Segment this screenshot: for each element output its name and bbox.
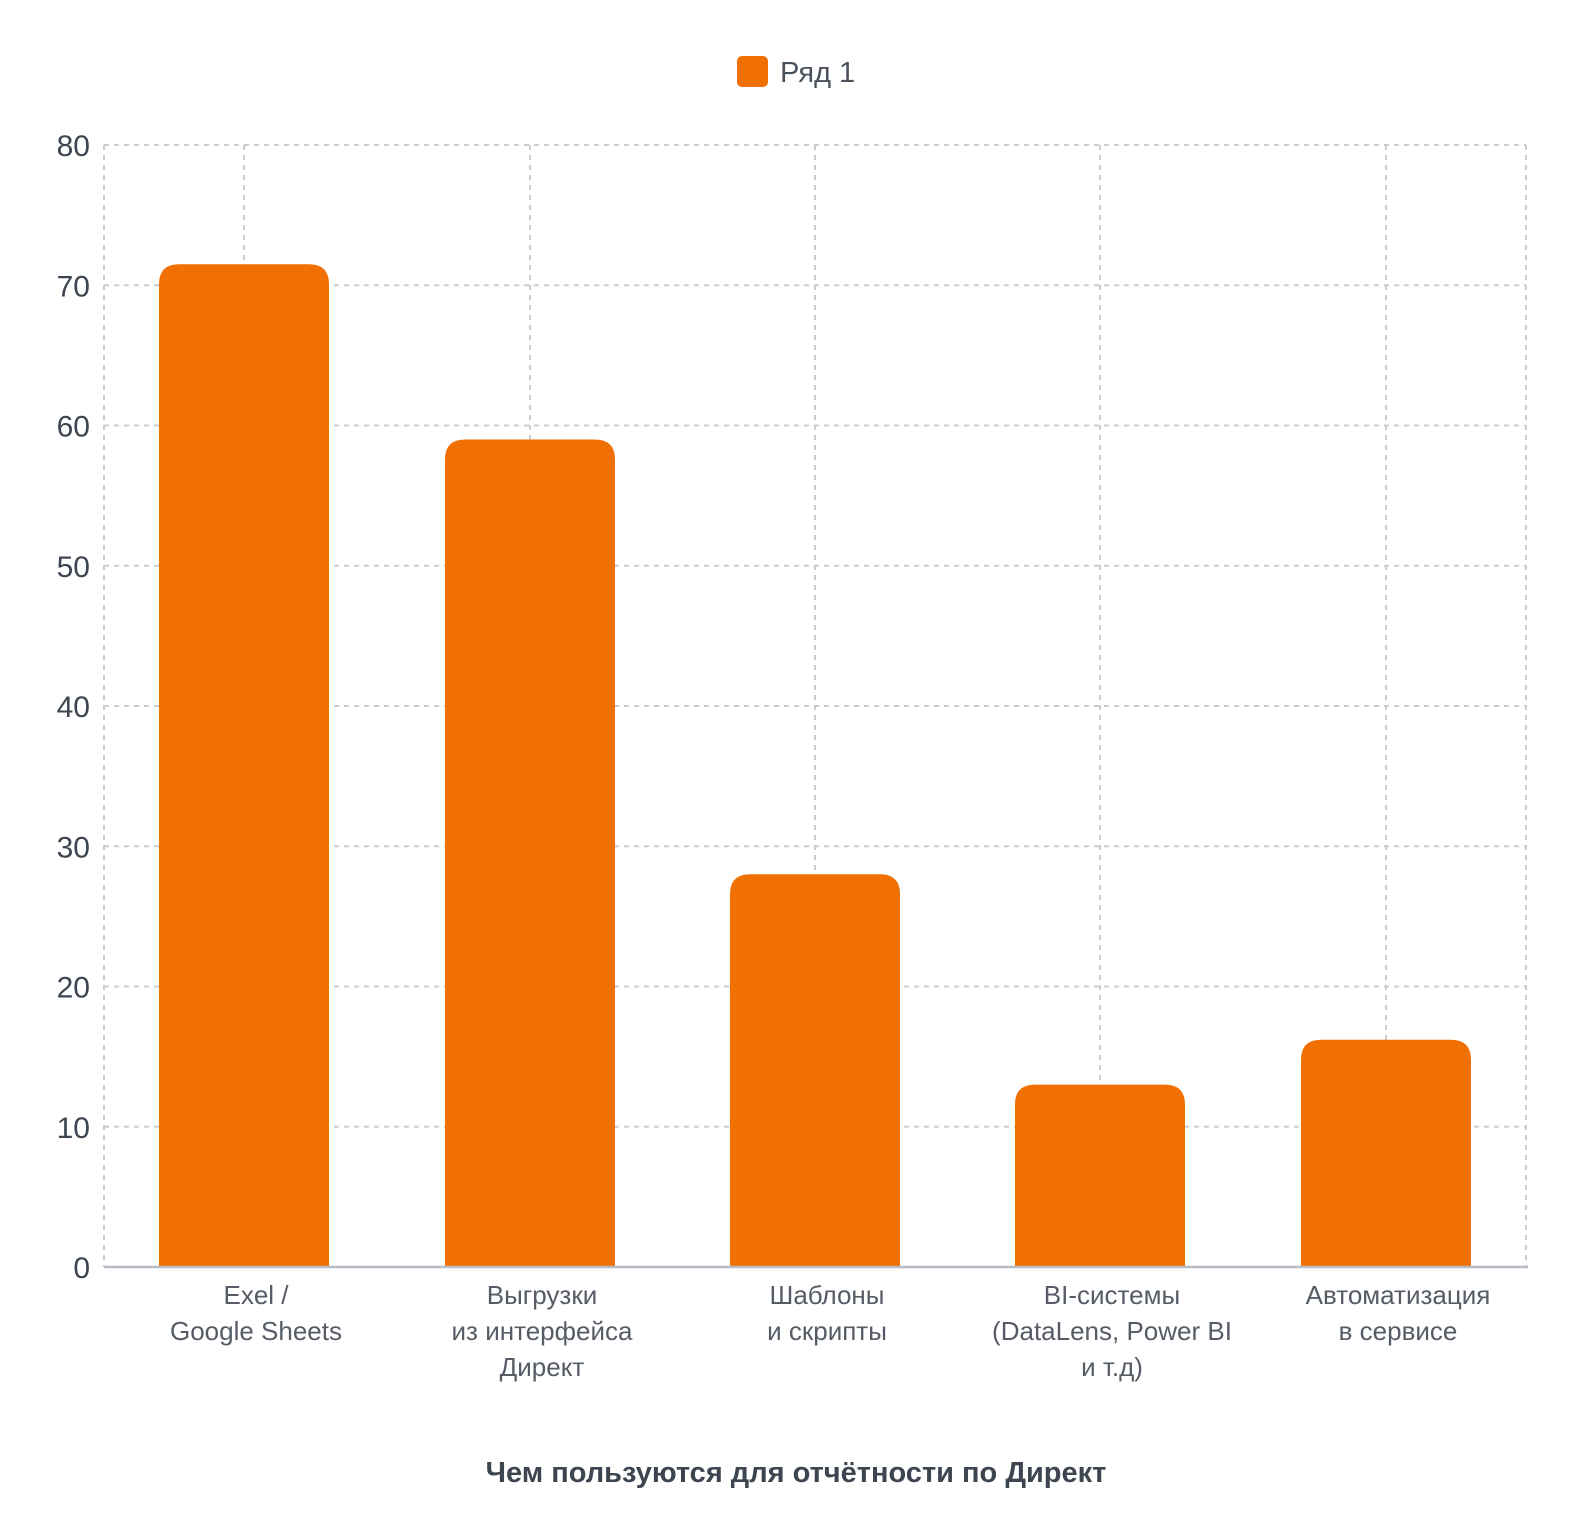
x-category-label: Выгрузки из интерфейса Директ: [452, 1280, 633, 1382]
x-category-label: Шаблоны и скрипты: [767, 1280, 887, 1346]
x-category-label-line: Google Sheets: [170, 1316, 342, 1346]
x-category-label-line: и т.д): [1081, 1352, 1143, 1382]
x-category-label-line: Exel /: [223, 1280, 289, 1310]
x-axis-title: Чем пользуются для отчётности по Директ: [486, 1457, 1107, 1489]
y-tick-label: 0: [73, 1252, 90, 1285]
bar: [159, 264, 329, 1267]
bar: [1015, 1084, 1185, 1267]
y-tick-label: 60: [57, 411, 90, 444]
y-tick-label: 70: [57, 270, 90, 303]
x-category-label-line: (DataLens, Power BI: [992, 1316, 1232, 1346]
bar: [445, 439, 615, 1267]
y-tick-label: 40: [57, 691, 90, 724]
x-axis-ticks: Exel / Google Sheets Выгрузки из интерфейса…: [170, 1280, 1490, 1382]
x-category-label-line: из интерфейса: [452, 1316, 633, 1346]
x-category-label-line: и скрипты: [767, 1316, 887, 1346]
y-axis-ticks: 0 10 20 30 40 50 60 70 80: [57, 130, 90, 1285]
legend: Ряд 1: [737, 56, 855, 89]
bars: [159, 264, 1471, 1267]
legend-swatch: [737, 56, 768, 87]
bar: [730, 874, 900, 1267]
x-category-label-line: в сервисе: [1339, 1316, 1458, 1346]
x-category-label: Автоматизация в сервисе: [1306, 1280, 1491, 1346]
y-tick-label: 30: [57, 831, 90, 864]
x-category-label-line: Директ: [500, 1352, 585, 1382]
y-tick-label: 10: [57, 1112, 90, 1145]
legend-label: Ряд 1: [780, 57, 855, 89]
x-category-label: BI-системы (DataLens, Power BI и т.д): [992, 1280, 1232, 1382]
x-category-label-line: Шаблоны: [770, 1280, 885, 1310]
y-tick-label: 20: [57, 972, 90, 1005]
bar: [1301, 1039, 1471, 1267]
x-category-label-line: Автоматизация: [1306, 1280, 1491, 1310]
x-category-label: Exel / Google Sheets: [170, 1280, 342, 1346]
y-tick-label: 50: [57, 551, 90, 584]
x-category-label-line: BI-системы: [1044, 1280, 1180, 1310]
x-category-label-line: Выгрузки: [487, 1280, 598, 1310]
y-tick-label: 80: [57, 130, 90, 163]
